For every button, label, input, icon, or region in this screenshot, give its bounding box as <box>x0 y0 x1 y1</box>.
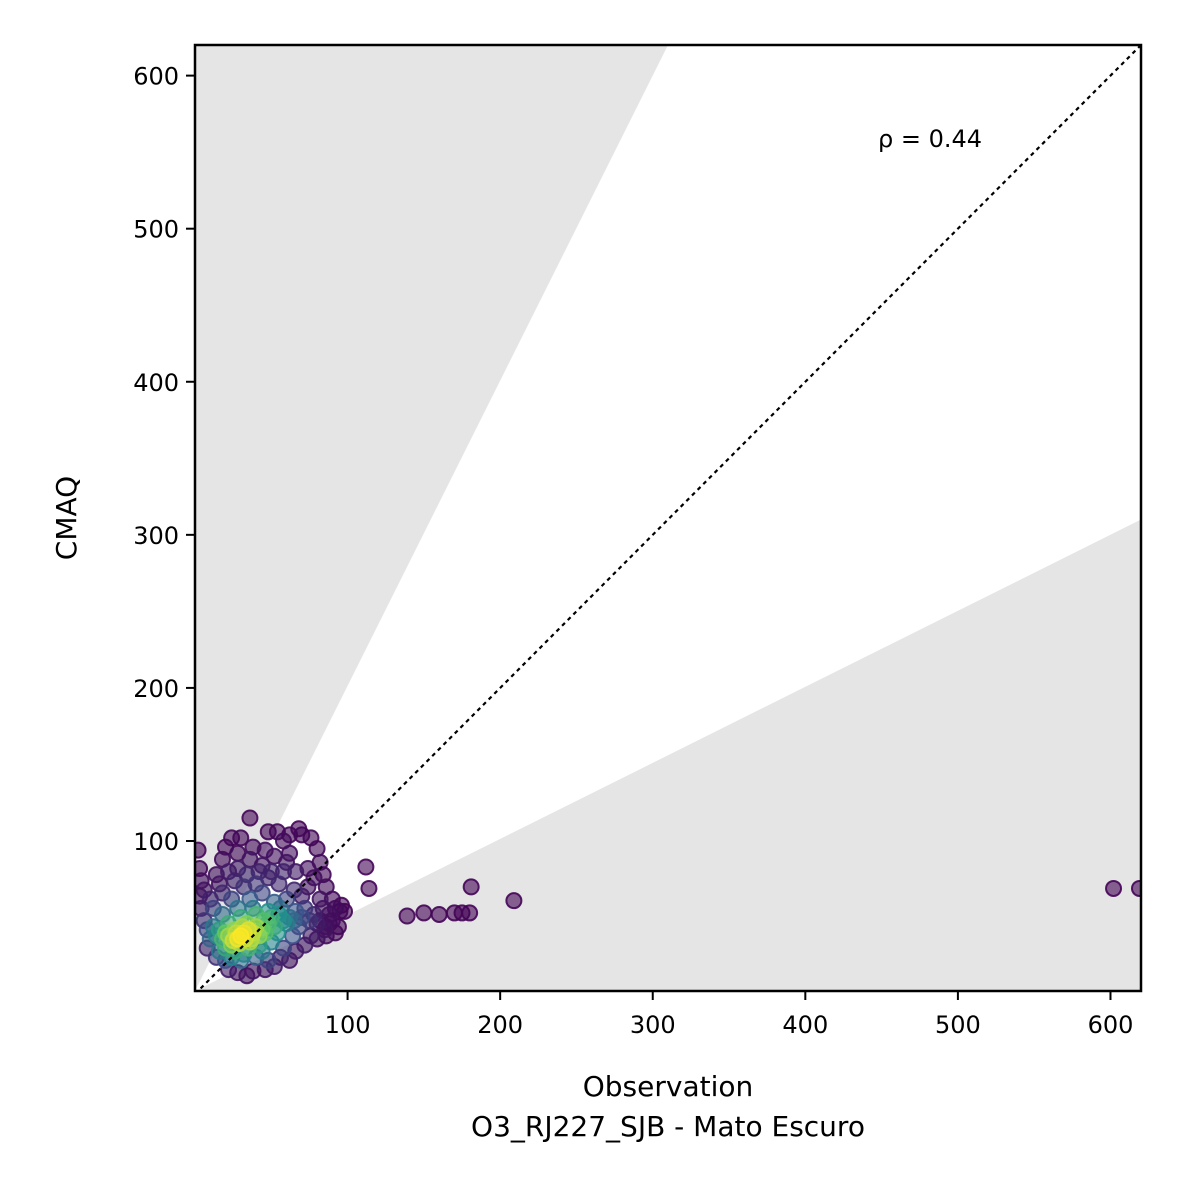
data-point <box>259 823 277 841</box>
x-tick-label: 200 <box>477 1011 523 1039</box>
y-tick-label: 100 <box>133 828 179 856</box>
x-axis-label: Observation <box>583 1070 754 1103</box>
data-point <box>270 875 288 893</box>
data-point <box>241 809 259 827</box>
data-point <box>195 841 207 859</box>
x-axis-ticks: 100 200 300 400 500 600 <box>325 991 1134 1039</box>
data-point <box>357 858 375 876</box>
y-tick-label: 300 <box>133 522 179 550</box>
x-tick-label: 500 <box>935 1011 981 1039</box>
data-point <box>430 905 448 923</box>
data-point <box>1130 879 1141 897</box>
lower-shaded-band <box>195 519 1141 991</box>
data-point <box>232 927 250 945</box>
x-tick-label: 100 <box>325 1011 371 1039</box>
y-tick-label: 500 <box>133 216 179 244</box>
x-tick-label: 300 <box>630 1011 676 1039</box>
data-point <box>360 879 378 897</box>
shaded-band-layer <box>195 45 1141 991</box>
y-tick-label: 200 <box>133 675 179 703</box>
plot-frame <box>193 43 1143 993</box>
data-point <box>311 890 329 908</box>
data-point <box>1105 879 1123 897</box>
y-tick-label: 400 <box>133 369 179 397</box>
y-tick-label: 600 <box>133 63 179 91</box>
x-tick-label: 600 <box>1088 1011 1134 1039</box>
y-axis-label: CMAQ <box>50 476 83 560</box>
data-point <box>398 907 416 925</box>
points-layer <box>195 809 1141 985</box>
x-axis-sublabel: O3_RJ227_SJB - Mato Escuro <box>471 1110 865 1143</box>
x-tick-label: 400 <box>782 1011 828 1039</box>
correlation-annotation: ρ = 0.44 <box>878 125 982 153</box>
y-axis-ticks: 100 200 300 400 500 600 <box>133 63 195 856</box>
data-point <box>505 892 523 910</box>
upper-shaded-band <box>195 45 668 991</box>
data-point <box>462 878 480 896</box>
data-point <box>415 904 433 922</box>
data-point <box>461 904 479 922</box>
